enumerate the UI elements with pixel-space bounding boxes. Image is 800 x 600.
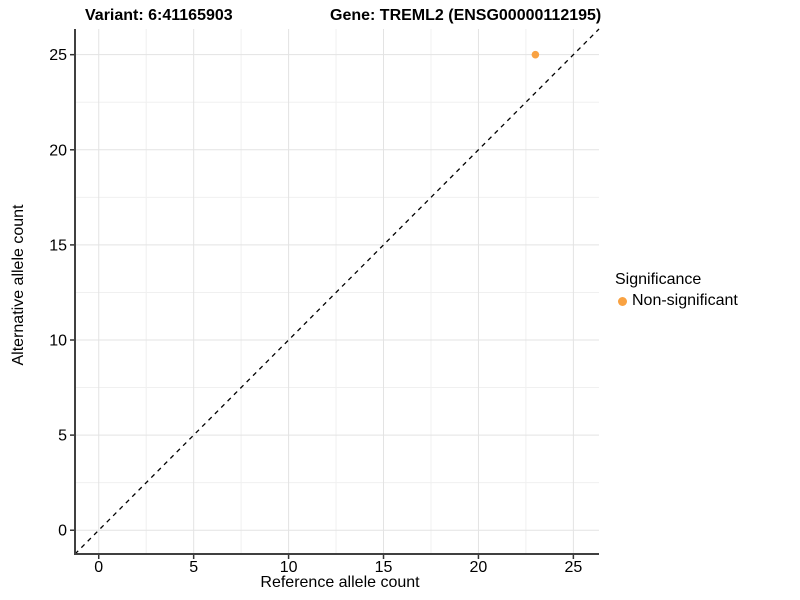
y-tick-label: 10	[49, 333, 67, 350]
data-point	[531, 50, 540, 59]
x-tick-label: 5	[189, 559, 198, 576]
x-axis-label: Reference allele count	[260, 574, 420, 591]
x-tick-label: 25	[564, 559, 582, 576]
legend-point-icon	[618, 296, 627, 306]
x-tick-label: 15	[375, 559, 393, 576]
identity-dashed-line	[74, 28, 600, 555]
x-tick-label: 10	[280, 559, 298, 576]
y-tick-label: 25	[49, 47, 67, 64]
legend: Significance Non-significant	[613, 271, 738, 310]
x-tick-label: 20	[470, 559, 488, 576]
y-tick-label: 15	[49, 237, 67, 254]
y-tick-label: 0	[58, 523, 67, 540]
y-tick-label: 5	[58, 428, 67, 445]
legend-item-non-significant: Non-significant	[618, 292, 738, 310]
y-axis-label: Alternative allele count	[10, 204, 27, 366]
legend-item-label: Non-significant	[632, 292, 738, 309]
y-tick-label: 20	[49, 142, 67, 159]
legend-title: Significance	[615, 271, 702, 288]
x-tick-label: 0	[94, 559, 103, 576]
variant-title: Variant: 6:41165903	[85, 7, 233, 24]
gene-title: Gene: TREML2 (ENSG00000112195)	[330, 7, 602, 24]
